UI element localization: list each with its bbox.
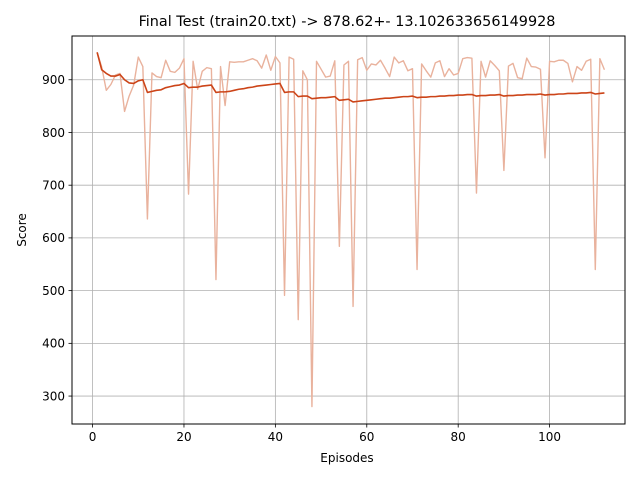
y-axis: 300 400 500 600 700 800 900 — [42, 73, 72, 403]
x-tick-label: 0 — [89, 430, 97, 444]
mean-score-line — [96, 52, 605, 103]
x-axis-label: Episodes — [320, 451, 373, 465]
raw-score-line — [96, 52, 606, 408]
x-tick-label: 100 — [538, 430, 561, 444]
x-tick-label: 80 — [451, 430, 466, 444]
x-tick-label: 20 — [176, 430, 191, 444]
plot-frame — [71, 35, 626, 425]
y-tick-label: 400 — [42, 337, 65, 351]
y-tick-label: 500 — [42, 284, 65, 298]
y-tick-label: 800 — [42, 126, 65, 140]
plot-lines — [96, 52, 606, 408]
x-axis: 0 20 40 60 80 100 — [89, 424, 561, 444]
x-tick-label: 40 — [268, 430, 283, 444]
chart-title: Final Test (train20.txt) -> 878.62+- 13.… — [139, 14, 556, 30]
y-tick-label: 300 — [42, 389, 65, 403]
y-tick-label: 700 — [42, 178, 65, 192]
y-tick-label: 900 — [42, 73, 65, 87]
y-axis-label: Score — [15, 213, 29, 247]
x-tick-label: 60 — [359, 430, 374, 444]
y-tick-label: 600 — [42, 231, 65, 245]
